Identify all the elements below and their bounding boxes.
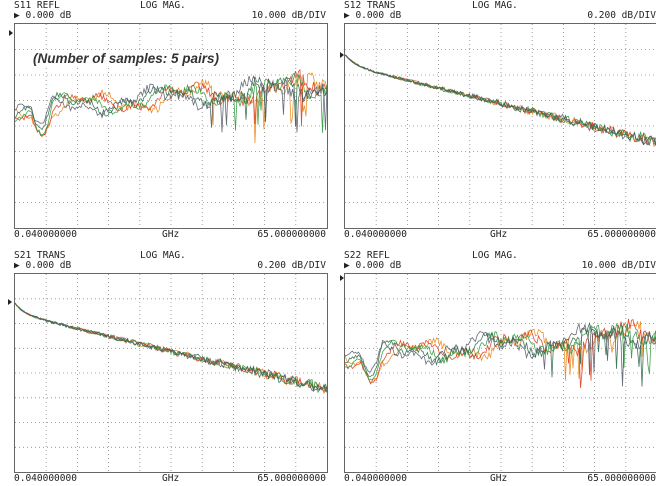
- x-start-label: 0.040000000: [14, 473, 77, 484]
- param-label: S12 TRANS: [344, 0, 396, 11]
- format-label: LOG MAG.: [140, 0, 186, 11]
- panel-s12: S12 TRANS LOG MAG. ▶ 0.000 dB 0.200 dB/D…: [328, 0, 656, 243]
- scale-label: 10.000 dB/DIV: [251, 10, 326, 21]
- ref-label: ▶ 0.000 dB: [14, 10, 72, 21]
- x-unit-label: GHz: [162, 473, 180, 484]
- trace-line: [15, 302, 327, 393]
- trace-line: [15, 68, 327, 138]
- x-unit-label: GHz: [162, 229, 180, 240]
- x-unit-label: GHz: [490, 229, 508, 240]
- param-label: S22 REFL: [344, 250, 390, 261]
- param-label: S21 TRANS: [14, 250, 66, 261]
- trace-plot: [345, 274, 656, 472]
- trace-line: [15, 72, 327, 136]
- trace-line: [15, 76, 327, 131]
- trace-line: [15, 75, 327, 133]
- x-stop-label: 65.000000000: [587, 473, 656, 484]
- panel-s11: S11 REFL LOG MAG. ▶ 0.000 dB 10.000 dB/D…: [0, 0, 328, 243]
- ref-marker-icon: [9, 30, 13, 36]
- sample-count-annotation: (Number of samples: 5 pairs): [30, 51, 223, 66]
- scale-label: 10.000 dB/DIV: [581, 260, 656, 271]
- ref-label: ▶ 0.000 dB: [344, 10, 402, 21]
- plot-area-s21: [14, 273, 328, 473]
- trace-line: [345, 318, 656, 388]
- trace-plot: [15, 24, 327, 228]
- format-label: LOG MAG.: [472, 0, 518, 11]
- x-start-label: 0.040000000: [344, 229, 407, 240]
- param-label: S11 REFL: [14, 0, 60, 11]
- trace-line: [345, 323, 656, 381]
- ref-label: ▶ 0.000 dB: [344, 260, 402, 271]
- trace-line: [345, 54, 656, 145]
- scale-label: 0.200 dB/DIV: [587, 10, 656, 21]
- trace-line: [15, 302, 327, 393]
- trace-line: [345, 322, 656, 387]
- panel-s22: S22 REFL LOG MAG. ▶ 0.000 dB 10.000 dB/D…: [328, 243, 656, 486]
- plot-area-s12: [344, 23, 656, 229]
- scale-label: 0.200 dB/DIV: [257, 260, 326, 271]
- x-start-label: 0.040000000: [14, 229, 77, 240]
- x-stop-label: 65.000000000: [257, 473, 326, 484]
- trace-plot: [345, 24, 656, 228]
- x-unit-label: GHz: [490, 473, 508, 484]
- format-label: LOG MAG.: [472, 250, 518, 261]
- ref-label: ▶ 0.000 dB: [14, 260, 72, 271]
- ref-marker-icon: [340, 52, 344, 58]
- x-stop-label: 65.000000000: [257, 229, 326, 240]
- trace-line: [345, 321, 656, 387]
- x-stop-label: 65.000000000: [587, 229, 656, 240]
- panel-s21: S21 TRANS LOG MAG. ▶ 0.000 dB 0.200 dB/D…: [0, 243, 328, 486]
- format-label: LOG MAG.: [140, 250, 186, 261]
- x-start-label: 0.040000000: [344, 473, 407, 484]
- plot-area-s22: [344, 273, 656, 473]
- trace-plot: [15, 274, 327, 472]
- ref-marker-icon: [340, 275, 344, 281]
- ref-marker-icon: [8, 299, 12, 305]
